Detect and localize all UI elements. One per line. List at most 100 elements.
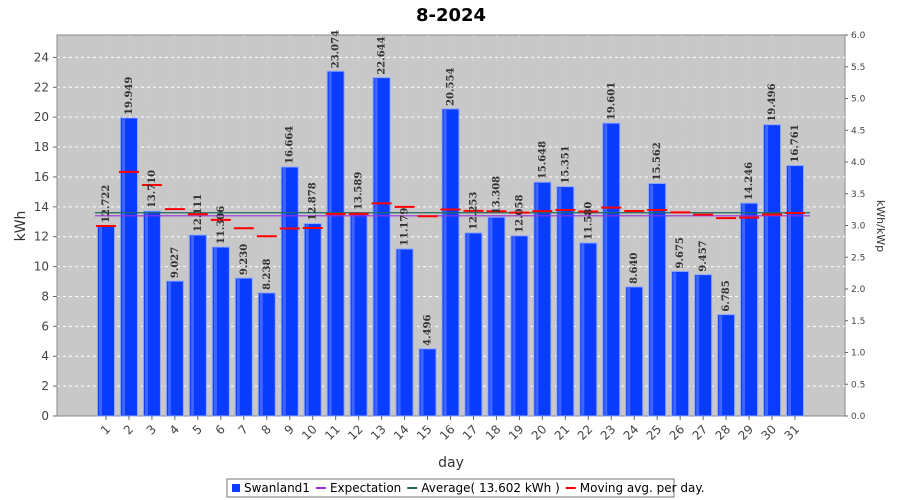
y-tick-label: 4 [41,349,49,363]
bar-highlight [351,213,355,415]
legend: Swanland1 Expectation Average( 13.602 kWh … [226,478,705,498]
y2-tick-label: 2.5 [851,253,865,263]
y2-tick-label: 3.5 [851,190,865,200]
bar-highlight [581,243,585,415]
bar-highlight [99,226,102,415]
x-tick-label: 18 [483,422,504,443]
data-label: 11.580 [583,202,594,240]
bar-highlight [144,212,148,415]
x-tick-label: 10 [299,422,320,443]
bar-highlight [121,118,125,415]
data-label: 6.785 [721,280,732,311]
bar-highlight [558,187,562,415]
legend-swatch-bars [232,484,240,492]
reference-lines [95,212,810,217]
y2-tick-label: 5.0 [851,95,866,105]
y-tick-label: 2 [41,379,49,393]
y-tick-label: 6 [41,319,49,333]
x-tick-label: 25 [644,422,665,443]
grid-lines [57,35,845,416]
data-label: 15.648 [537,141,548,179]
y-tick-label: 20 [34,110,49,124]
data-label: 9.457 [698,240,709,271]
data-label: 9.027 [170,247,181,278]
x-tick-label: 4 [167,422,182,437]
legend-box [226,478,675,498]
y-tick-label: 22 [34,80,49,94]
x-tick-label: 21 [552,422,573,443]
data-label: 9.230 [239,244,250,275]
x-tick-label: 16 [437,422,458,443]
x-tick-label: 3 [144,422,159,437]
x-tick-label: 28 [713,422,734,443]
data-label: 8.640 [629,253,640,284]
bar-highlight [535,183,539,415]
data-label: 12.878 [308,182,319,220]
data-label: 16.664 [285,126,296,164]
x-tick-label: 22 [575,422,596,443]
bar-highlight [374,78,378,415]
legend-label-bars: Swanland1 [244,481,310,495]
y2-tick-label: 5.5 [851,63,865,73]
data-label: 12.111 [193,194,204,232]
y2-tick-label: 4.0 [851,158,866,168]
bar-highlight [236,279,240,415]
bar-highlight [627,287,631,415]
x-tick-label: 20 [529,422,550,443]
y-axis-right: 0.0 0.5 1.0 1.5 2.0 2.5 3.0 3.5 4.0 4.5 5.0 5.5 6.0 [845,31,866,422]
bar-highlight [512,236,516,415]
data-label: 15.562 [652,142,663,180]
x-tick-label: 5 [190,422,205,437]
y2-tick-label: 6.0 [851,31,866,41]
data-label: 23.074 [331,30,342,68]
bar-highlight [604,124,608,415]
bar-highlight [742,204,746,415]
x-axis-title: day [438,455,464,471]
data-label: 11.179 [400,208,411,246]
y-axis-title: kWh [13,211,29,242]
data-label: 9.675 [675,237,686,268]
y2-tick-label: 3.0 [851,222,866,232]
bar-highlight [466,233,470,415]
data-label: 12.253 [468,192,479,230]
y2-tick-label: 4.5 [851,126,865,136]
y2-tick-label: 1.0 [851,349,866,359]
legend-label-moving-average: Moving avg. per day. [580,481,705,495]
data-label: 15.351 [560,145,571,183]
data-label: 16.761 [790,124,801,162]
data-label: 12.058 [514,195,525,233]
data-label: 11.306 [216,206,227,244]
bar-highlight [282,168,286,415]
x-tick-label: 1 [98,422,113,437]
bar-highlight [167,282,171,415]
bar-highlight [397,249,401,415]
y-tick-label: 10 [34,260,49,274]
y2-tick-label: 0.5 [851,380,865,390]
x-tick-label: 9 [282,422,297,437]
bar-highlight [213,248,217,415]
y2-axis-title: kWh/kWp [874,200,887,252]
x-tick-label: 12 [345,422,366,443]
x-tick-label: 8 [259,422,274,437]
y-tick-label: 24 [34,50,49,64]
x-tick-label: 30 [758,422,779,443]
bar-highlight [443,109,447,416]
x-tick-label: 27 [690,422,711,443]
x-tick-label: 24 [621,422,642,443]
bar-highlight [650,184,654,415]
x-tick-label: 7 [236,422,251,437]
x-tick-label: 6 [213,422,228,437]
bar-highlight [190,236,194,415]
bar-highlight [420,349,424,415]
bar-highlight [305,224,309,415]
data-label: 19.496 [767,83,778,121]
x-tick-label: 11 [322,422,343,443]
bar-highlight [673,272,677,415]
x-axis: 1 2 3 4 5 6 7 8 9 10 11 12 13 14 15 16 17 18 19 20 21 22 23 24 2… [98,416,802,443]
x-tick-label: 31 [781,422,802,443]
x-tick-label: 17 [460,422,481,443]
y2-tick-label: 2.0 [851,285,866,295]
legend-label-average: Average( 13.602 kWh ) [421,481,560,495]
y2-tick-label: 0.0 [851,412,866,422]
